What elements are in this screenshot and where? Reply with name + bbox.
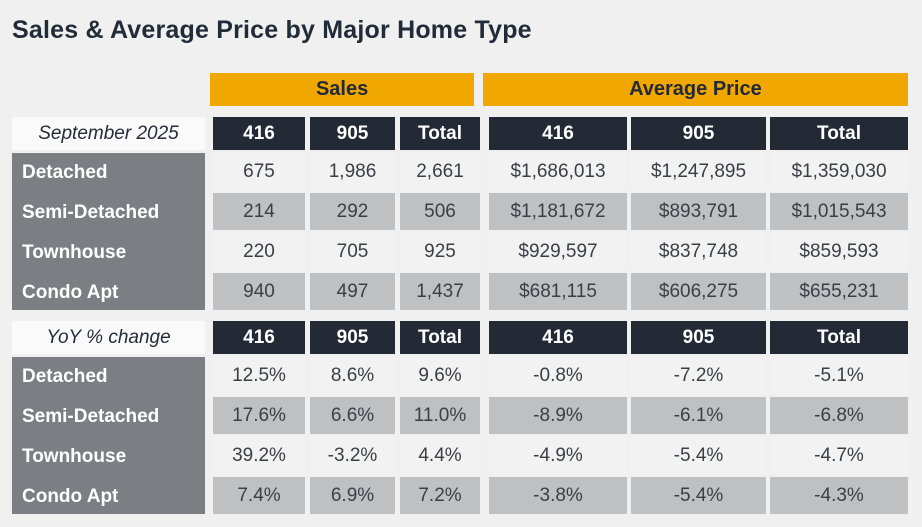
sales-group-header: Sales xyxy=(210,73,474,106)
table-cell: $859,593 xyxy=(770,233,908,270)
table-cell: -0.8% xyxy=(489,357,627,394)
table-row: 220 705 925 $929,597 $837,748 $859,593 xyxy=(213,233,908,270)
group-header-row: Sales Average Price xyxy=(12,73,908,106)
section2-body: Detached Semi-Detached Townhouse Condo A… xyxy=(12,357,908,514)
column-header-sales-total: Total xyxy=(400,117,480,150)
table-cell: 17.6% xyxy=(213,397,305,434)
table-cell: $681,115 xyxy=(489,273,627,310)
table-row: 7.4% 6.9% 7.2% -3.8% -5.4% -4.3% xyxy=(213,477,908,514)
table-cell: 1,437 xyxy=(400,273,480,310)
table-row: 675 1,986 2,661 $1,686,013 $1,247,895 $1… xyxy=(213,153,908,190)
table-cell: $1,359,030 xyxy=(770,153,908,190)
table-cell: 39.2% xyxy=(213,437,305,474)
section1-body: Detached Semi-Detached Townhouse Condo A… xyxy=(12,153,908,310)
column-header-price-905: 905 xyxy=(631,117,766,150)
row-label-townhouse: Townhouse xyxy=(22,446,127,467)
table-cell: -4.3% xyxy=(770,477,908,514)
table-cell: -5.4% xyxy=(631,437,766,474)
table-cell: $606,275 xyxy=(631,273,766,310)
table-cell: 506 xyxy=(400,193,480,230)
table-cell: $1,015,543 xyxy=(770,193,908,230)
table-cell: 497 xyxy=(310,273,395,310)
section1-label: September 2025 xyxy=(12,117,205,150)
table-cell: 11.0% xyxy=(400,397,480,434)
table-cell: 12.5% xyxy=(213,357,305,394)
row-label-condo-apt: Condo Apt xyxy=(22,486,119,507)
section1-data-rows: 675 1,986 2,661 $1,686,013 $1,247,895 $1… xyxy=(213,153,908,310)
table-row: 39.2% -3.2% 4.4% -4.9% -5.4% -4.7% xyxy=(213,437,908,474)
row-label-detached: Detached xyxy=(22,366,108,387)
table-cell: -4.7% xyxy=(770,437,908,474)
column-header-sales-416: 416 xyxy=(213,117,305,150)
table-cell: -7.2% xyxy=(631,357,766,394)
section2-label: YoY % change xyxy=(12,321,205,354)
table-cell: 9.6% xyxy=(400,357,480,394)
table-row: 17.6% 6.6% 11.0% -8.9% -6.1% -6.8% xyxy=(213,397,908,434)
column-header-sales-total: Total xyxy=(400,321,480,354)
column-header-sales-416: 416 xyxy=(213,321,305,354)
table-row: 214 292 506 $1,181,672 $893,791 $1,015,5… xyxy=(213,193,908,230)
section1-row-labels: Detached Semi-Detached Townhouse Condo A… xyxy=(12,153,205,310)
table-cell: $929,597 xyxy=(489,233,627,270)
table-cell: -5.1% xyxy=(770,357,908,394)
table-cell: 705 xyxy=(310,233,395,270)
table-cell: 940 xyxy=(213,273,305,310)
column-header-price-416: 416 xyxy=(489,321,627,354)
table-cell: 214 xyxy=(213,193,305,230)
table-cell: -3.2% xyxy=(310,437,395,474)
table-cell: -6.8% xyxy=(770,397,908,434)
table-cell: $1,247,895 xyxy=(631,153,766,190)
average-price-group-header: Average Price xyxy=(482,73,908,106)
table-cell: 4.4% xyxy=(400,437,480,474)
table-row: 12.5% 8.6% 9.6% -0.8% -7.2% -5.1% xyxy=(213,357,908,394)
section1-header-row: September 2025 416 905 Total 416 905 Tot… xyxy=(12,117,908,150)
row-label-condo-apt: Condo Apt xyxy=(22,282,119,303)
table-cell: $1,686,013 xyxy=(489,153,627,190)
column-header-price-total: Total xyxy=(770,117,908,150)
section2-data-rows: 12.5% 8.6% 9.6% -0.8% -7.2% -5.1% 17.6% … xyxy=(213,357,908,514)
row-label-semi-detached: Semi-Detached xyxy=(22,202,160,223)
table-cell: -4.9% xyxy=(489,437,627,474)
table-cell: $893,791 xyxy=(631,193,766,230)
section-gap xyxy=(12,310,908,321)
column-header-sales-905: 905 xyxy=(310,321,395,354)
column-header-price-416: 416 xyxy=(489,117,627,150)
table-cell: $1,181,672 xyxy=(489,193,627,230)
table-cell: 7.4% xyxy=(213,477,305,514)
table-cell: $655,231 xyxy=(770,273,908,310)
sales-price-table: Sales Average Price September 2025 416 9… xyxy=(12,73,908,514)
section2-header-row: YoY % change 416 905 Total 416 905 Total xyxy=(12,321,908,354)
group-header-spacer xyxy=(12,73,202,106)
table-cell: -5.4% xyxy=(631,477,766,514)
column-header-sales-905: 905 xyxy=(310,117,395,150)
section2-row-labels: Detached Semi-Detached Townhouse Condo A… xyxy=(12,357,205,514)
table-cell: -8.9% xyxy=(489,397,627,434)
table-cell: 6.9% xyxy=(310,477,395,514)
table-cell: -3.8% xyxy=(489,477,627,514)
column-header-price-905: 905 xyxy=(631,321,766,354)
table-cell: 675 xyxy=(213,153,305,190)
row-label-detached: Detached xyxy=(22,162,108,183)
table-cell: 220 xyxy=(213,233,305,270)
table-cell: 2,661 xyxy=(400,153,480,190)
table-cell: -6.1% xyxy=(631,397,766,434)
page-title: Sales & Average Price by Major Home Type xyxy=(12,16,532,44)
table-cell: 925 xyxy=(400,233,480,270)
table-cell: 1,986 xyxy=(310,153,395,190)
row-label-townhouse: Townhouse xyxy=(22,242,127,263)
row-label-semi-detached: Semi-Detached xyxy=(22,406,160,427)
table-cell: $837,748 xyxy=(631,233,766,270)
table-row: 940 497 1,437 $681,115 $606,275 $655,231 xyxy=(213,273,908,310)
table-cell: 7.2% xyxy=(400,477,480,514)
column-header-price-total: Total xyxy=(770,321,908,354)
table-cell: 292 xyxy=(310,193,395,230)
table-cell: 8.6% xyxy=(310,357,395,394)
table-cell: 6.6% xyxy=(310,397,395,434)
